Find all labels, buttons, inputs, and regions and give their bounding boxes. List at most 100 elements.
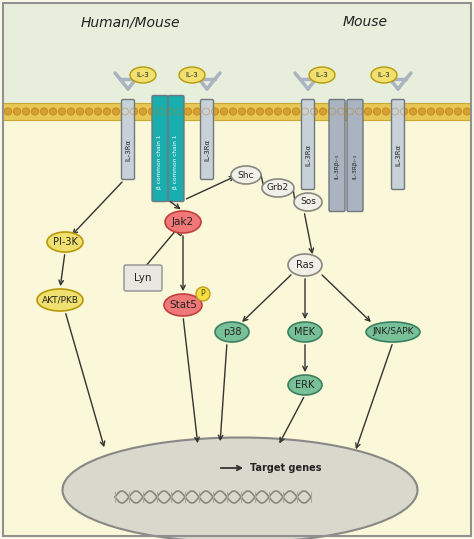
Circle shape [58,108,65,115]
Circle shape [67,108,74,115]
Circle shape [121,108,128,115]
Circle shape [94,108,101,115]
Circle shape [356,108,363,115]
Text: PI-3K: PI-3K [53,237,77,247]
Ellipse shape [262,179,294,197]
Ellipse shape [294,193,322,211]
Circle shape [175,108,182,115]
Circle shape [419,108,426,115]
Circle shape [202,108,210,115]
Circle shape [383,108,390,115]
Circle shape [301,108,309,115]
Text: IL-3: IL-3 [316,72,328,78]
Text: Jak2: Jak2 [172,217,194,227]
Text: IL-3Rα: IL-3Rα [305,144,311,166]
Ellipse shape [164,294,202,316]
FancyBboxPatch shape [121,100,135,179]
Circle shape [238,108,246,115]
Circle shape [464,108,471,115]
Text: IL-3Rβₗ₋₃: IL-3Rβₗ₋₃ [353,154,357,178]
Text: JNK/SAPK: JNK/SAPK [372,328,414,336]
Ellipse shape [309,67,335,83]
Text: β common chain 1: β common chain 1 [173,135,179,189]
Bar [3,3,471,105]
Circle shape [283,108,291,115]
Text: Mouse: Mouse [343,15,388,29]
Circle shape [22,108,29,115]
FancyBboxPatch shape [152,95,168,202]
Circle shape [196,287,210,301]
Text: Ras: Ras [296,260,314,270]
Circle shape [310,108,318,115]
Text: IL-3: IL-3 [378,72,391,78]
Text: IL-3Rα: IL-3Rα [125,139,131,161]
Circle shape [401,108,408,115]
Text: IL-3Rα: IL-3Rα [395,144,401,166]
Ellipse shape [231,166,261,184]
Circle shape [265,108,273,115]
Circle shape [337,108,345,115]
Circle shape [256,108,264,115]
Ellipse shape [288,375,322,395]
Text: Human/Mouse: Human/Mouse [80,15,180,29]
Circle shape [31,108,38,115]
Ellipse shape [288,322,322,342]
Ellipse shape [47,232,83,252]
FancyBboxPatch shape [168,95,184,202]
Text: Sos: Sos [300,197,316,206]
Ellipse shape [371,67,397,83]
Circle shape [374,108,381,115]
Circle shape [392,108,399,115]
Ellipse shape [215,322,249,342]
FancyBboxPatch shape [124,265,162,291]
Circle shape [13,108,20,115]
Circle shape [193,108,201,115]
Circle shape [319,108,327,115]
Bar [3,105,471,536]
Text: β common chain 1: β common chain 1 [157,135,163,189]
Ellipse shape [63,438,418,539]
Circle shape [166,108,173,115]
Circle shape [184,108,191,115]
Text: Lyn: Lyn [134,273,152,283]
Text: ERK: ERK [295,380,315,390]
Ellipse shape [366,322,420,342]
Circle shape [274,108,282,115]
Ellipse shape [130,67,156,83]
Circle shape [229,108,237,115]
Ellipse shape [37,289,83,311]
Circle shape [446,108,453,115]
Text: Shc: Shc [238,170,254,179]
Text: Target genes: Target genes [250,463,321,473]
FancyBboxPatch shape [329,100,345,211]
Text: P: P [201,289,205,299]
Circle shape [4,108,11,115]
Circle shape [328,108,336,115]
Circle shape [103,108,110,115]
Text: IL-3: IL-3 [186,72,199,78]
Circle shape [49,108,56,115]
FancyBboxPatch shape [201,100,213,179]
Circle shape [428,108,435,115]
Circle shape [220,108,228,115]
Text: Stat5: Stat5 [169,300,197,310]
FancyBboxPatch shape [347,100,363,211]
Text: Grb2: Grb2 [267,183,289,192]
Circle shape [148,108,155,115]
Circle shape [85,108,92,115]
Circle shape [292,108,300,115]
Circle shape [455,108,462,115]
Text: IL-3Rβₗ₋₃: IL-3Rβₗ₋₃ [335,154,339,178]
Circle shape [76,108,83,115]
Circle shape [139,108,146,115]
Circle shape [211,108,219,115]
Circle shape [40,108,47,115]
Circle shape [410,108,417,115]
Circle shape [437,108,444,115]
Circle shape [130,108,137,115]
Circle shape [112,108,119,115]
Ellipse shape [179,67,205,83]
Bar [3,103,471,120]
FancyBboxPatch shape [392,100,404,190]
FancyBboxPatch shape [301,100,315,190]
